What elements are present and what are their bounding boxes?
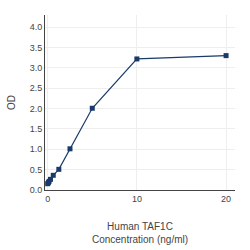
svg-text:20: 20 [221,194,231,204]
svg-text:4.0: 4.0 [30,22,43,32]
svg-text:OD: OD [6,95,17,110]
svg-text:0: 0 [45,194,50,204]
svg-text:2.0: 2.0 [30,104,43,114]
svg-text:0.5: 0.5 [30,165,43,175]
svg-text:3.0: 3.0 [30,63,43,73]
svg-text:2.5: 2.5 [30,83,43,93]
svg-text:Human TAF1CConcentration (ng/m: Human TAF1CConcentration (ng/ml) [92,221,188,245]
svg-text:1.0: 1.0 [30,144,43,154]
svg-text:3.5: 3.5 [30,43,43,53]
svg-text:1.5: 1.5 [30,124,43,134]
svg-text:10: 10 [132,194,142,204]
svg-text:0.0: 0.0 [30,185,43,195]
